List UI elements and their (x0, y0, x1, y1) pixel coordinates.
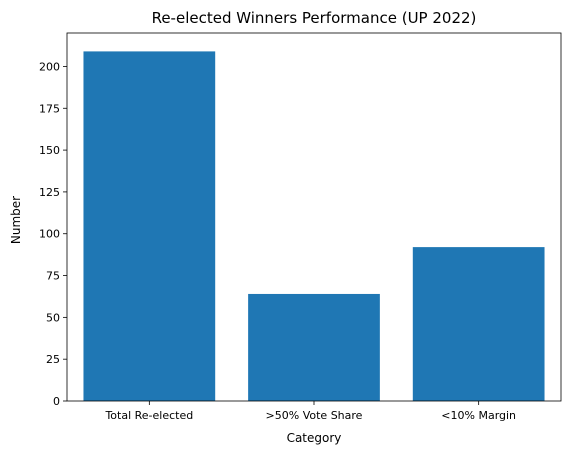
y-tick-label: 25 (46, 353, 60, 366)
x-axis-label: Category (287, 431, 342, 445)
bar (248, 293, 380, 401)
y-tick-label: 125 (39, 186, 60, 199)
y-tick-label: 75 (46, 270, 60, 283)
y-tick-label: 175 (39, 102, 60, 115)
y-tick-label: 0 (53, 395, 60, 408)
x-axis: Total Re-elected >50% Vote Share <10% Marg… (104, 401, 516, 422)
y-tick-label: 150 (39, 144, 60, 157)
bar (412, 247, 545, 401)
bar (83, 51, 216, 402)
y-tick-label: 50 (46, 311, 60, 324)
y-axis: 0 25 50 75 100 125 150 175 200 (39, 60, 67, 408)
x-tick-label: Total Re-elected (104, 409, 193, 422)
chart-title: Re-elected Winners Performance (UP 2022) (152, 9, 477, 27)
y-axis-label: Number (9, 196, 23, 244)
y-tick-label: 100 (39, 228, 60, 241)
y-tick-label: 200 (39, 60, 60, 73)
plot-area (66, 32, 562, 402)
x-tick-label: <10% Margin (441, 409, 516, 422)
x-tick-label: >50% Vote Share (266, 409, 363, 422)
